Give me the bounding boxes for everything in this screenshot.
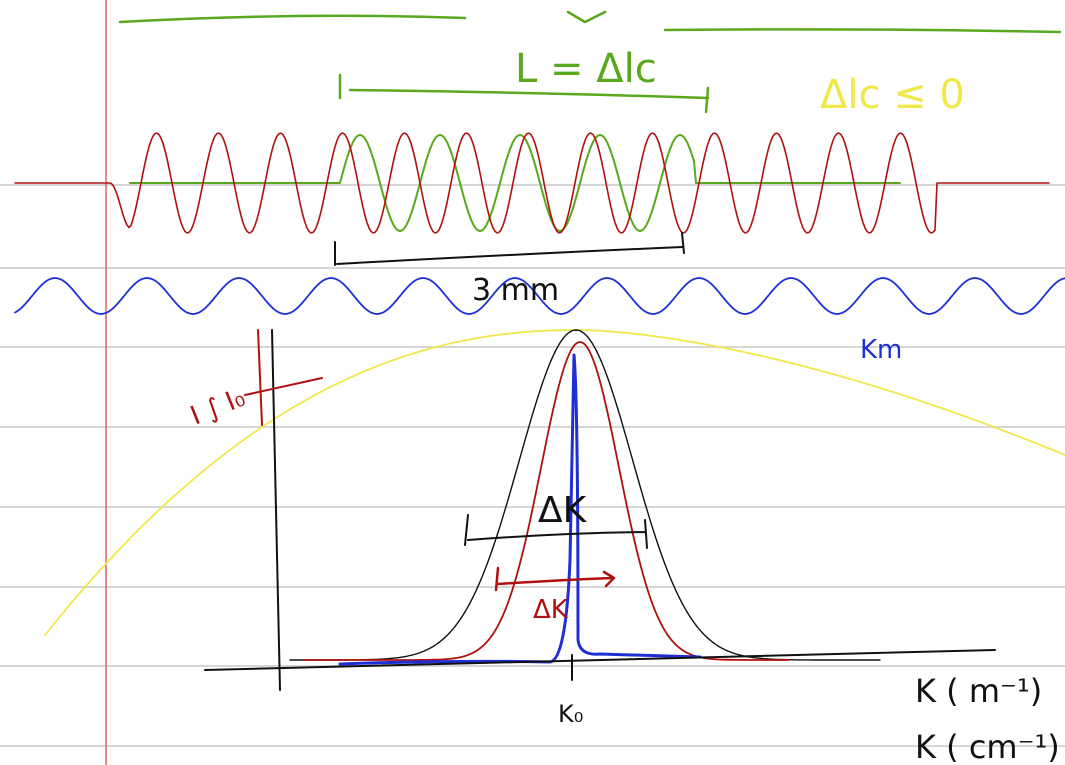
- green-wave-packet: [129, 134, 901, 232]
- red-width-arrow: [494, 566, 616, 592]
- center-label: K₀: [558, 700, 583, 728]
- coherence-length-note: L = Δlc: [515, 46, 657, 92]
- stroke: [663, 28, 1062, 34]
- packet-length-note: 3 mm: [472, 273, 559, 308]
- x-axis: [204, 649, 996, 671]
- stroke: [566, 10, 607, 24]
- red-wave-packet: [14, 132, 1050, 234]
- red-spectrum: [304, 341, 790, 661]
- wavenumber-note: Km: [860, 335, 902, 365]
- intensity-label: I ∫ I₀: [186, 383, 249, 432]
- axis-label: K ( cm⁻¹): [915, 728, 1060, 765]
- axes: [204, 232, 996, 691]
- axis-label: K ( m⁻¹): [915, 672, 1042, 710]
- yellow-spectrum: [44, 329, 1065, 636]
- red-width-label: ΔK: [533, 595, 569, 625]
- width-label: ΔK: [538, 490, 588, 531]
- green-strokes: [118, 10, 1062, 114]
- packet-bracket: [334, 232, 685, 266]
- stroke: [118, 14, 467, 24]
- stroke: [338, 73, 710, 114]
- intensity-strokes: [244, 329, 323, 426]
- width-bracket: [464, 514, 648, 549]
- blue-wave: [14, 277, 1065, 315]
- y-axis: [271, 329, 281, 691]
- coherence-zero-note: Δlc ≤ 0: [820, 72, 965, 118]
- blue-spectrum: [338, 353, 702, 666]
